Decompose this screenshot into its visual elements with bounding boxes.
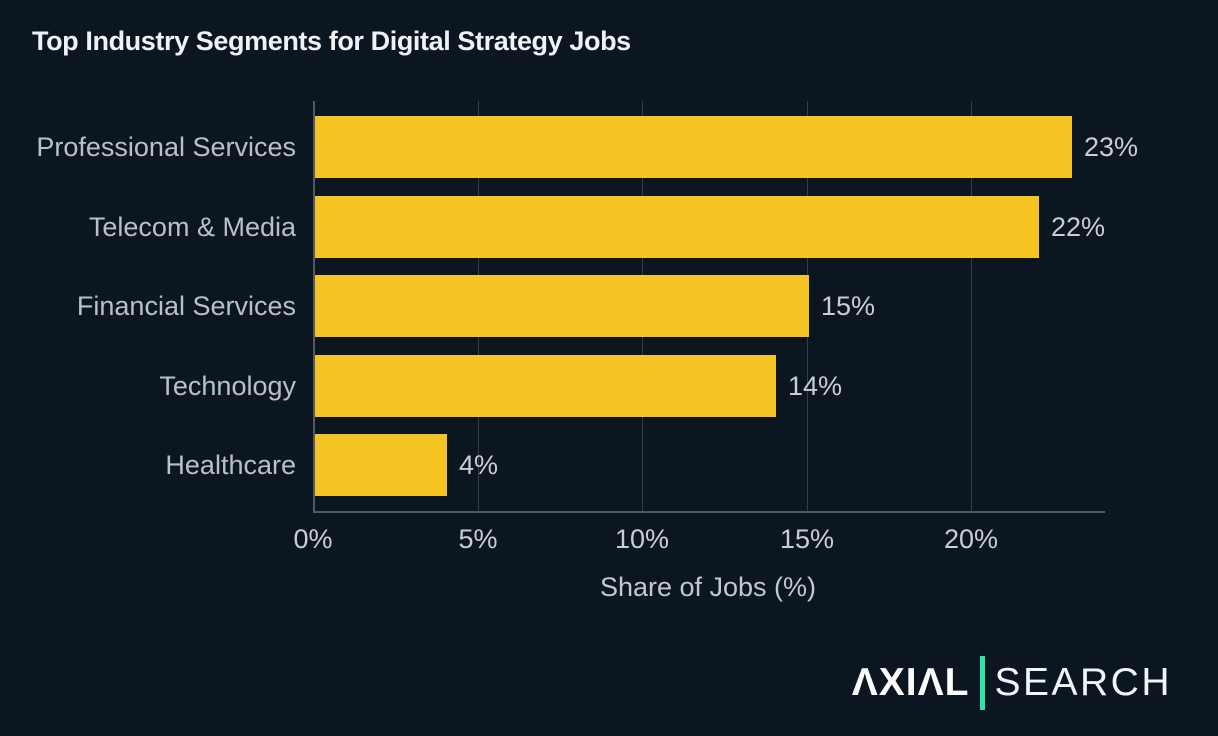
category-label: Healthcare xyxy=(165,450,296,480)
x-tick-label: 10% xyxy=(614,524,670,554)
bar-value-label: 22% xyxy=(1051,212,1106,242)
category-label: Financial Services xyxy=(76,291,296,321)
bar-professional-services xyxy=(315,116,1072,178)
x-axis-title: Share of Jobs (%) xyxy=(599,572,817,602)
axial-search-logo: ΛXIΛL SEARCH xyxy=(852,656,1172,710)
bar-telecom-media xyxy=(315,196,1039,258)
logo-axial-wordmark: ΛXIΛL xyxy=(851,661,970,704)
bar-value-label: 14% xyxy=(788,371,843,401)
bar-financial-services xyxy=(315,275,809,337)
plot-area: 23% 22% 15% 14% 4% xyxy=(313,101,1138,513)
x-axis-line xyxy=(313,511,1105,513)
gridline-20pct xyxy=(971,101,972,511)
bar-value-label: 23% xyxy=(1084,132,1139,162)
logo-search-wordmark: SEARCH xyxy=(994,661,1172,704)
category-label: Technology xyxy=(159,371,296,401)
y-axis-line xyxy=(313,101,315,513)
bar-healthcare xyxy=(315,434,447,496)
x-tick-label: 15% xyxy=(779,524,835,554)
x-tick-label: 20% xyxy=(943,524,999,554)
x-tick-label: 0% xyxy=(293,524,333,554)
bar-technology xyxy=(315,355,776,417)
x-tick-label: 5% xyxy=(458,524,498,554)
chart-title: Top Industry Segments for Digital Strate… xyxy=(32,26,631,56)
category-label: Professional Services xyxy=(36,132,296,162)
category-label: Telecom & Media xyxy=(88,212,296,242)
bar-value-label: 15% xyxy=(821,291,876,321)
bar-value-label: 4% xyxy=(459,450,499,480)
logo-divider-bar xyxy=(980,656,986,710)
